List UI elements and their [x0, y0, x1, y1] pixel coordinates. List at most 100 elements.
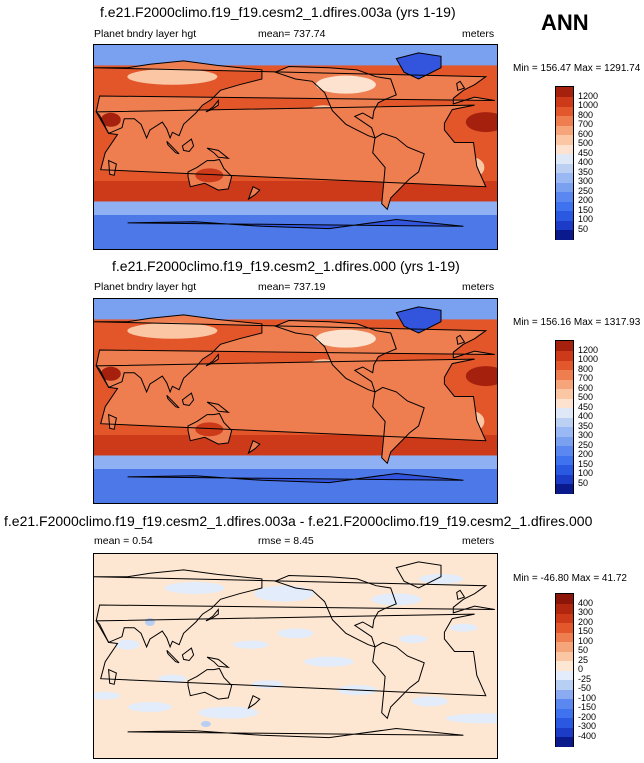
colorbar-tick-label: 100 — [578, 468, 594, 478]
colorbar-swatch — [556, 708, 573, 718]
colorbar-tick-label: 450 — [578, 401, 594, 412]
coastline-samerica — [372, 641, 425, 720]
coastline-newguinea — [206, 401, 230, 413]
colorbar-tick-label: -25 — [578, 673, 592, 684]
colorbar-swatch — [556, 679, 573, 690]
coastline-newguinea — [206, 147, 230, 159]
diff-negative-patch — [254, 585, 315, 602]
colorbar-swatch — [556, 144, 573, 154]
colorbar-swatch — [556, 134, 573, 145]
colorbar-tick-label: 200 — [578, 449, 594, 459]
diff-strong-negative-patch — [200, 721, 211, 727]
panel1-map — [93, 44, 498, 250]
coastline-newguinea — [206, 656, 230, 668]
panel3-heatmap — [94, 554, 497, 758]
coastline-africa — [95, 358, 487, 442]
diff-negative-patch — [251, 680, 284, 689]
colorbar-tick-label: 200 — [578, 616, 594, 627]
colorbar-swatch — [556, 417, 573, 427]
colorbar-swatch — [556, 474, 573, 484]
diff-negative-patch — [158, 674, 187, 683]
coastline-greenland — [395, 561, 442, 589]
colorbar-tick-label: -100 — [578, 692, 597, 703]
canada-low — [315, 75, 376, 94]
colorbar-swatch — [556, 172, 573, 183]
land-fill-newguinea — [207, 148, 229, 159]
colorbar-box — [555, 593, 574, 747]
diff-negative-patch — [94, 691, 121, 700]
colorbar-swatch — [556, 426, 573, 437]
diff-negative-patch — [449, 623, 478, 632]
colorbar-tick-label: -300 — [578, 721, 597, 731]
panel3-title: f.e21.F2000climo.f19_f19.cesm2_1.dfires.… — [4, 513, 593, 529]
colorbar-swatch — [556, 698, 573, 709]
colorbar-tick-label: 300 — [578, 176, 594, 186]
coastline-sumatra — [166, 140, 180, 155]
panel2-map — [93, 298, 498, 504]
land-fill-borneo — [182, 393, 194, 406]
colorbar-swatch — [556, 341, 573, 351]
panel3-minmax: Min = -46.80 Max = 41.72 — [513, 573, 627, 584]
colorbar-tick-label: 250 — [578, 185, 594, 196]
colorbar-tick-label: 100 — [578, 214, 594, 224]
colorbar-swatch — [556, 360, 573, 370]
coastline-borneo — [181, 138, 195, 153]
panel1-minmax: Min = 156.47 Max = 1291.74 — [513, 63, 641, 74]
coastline-greenland — [395, 52, 442, 80]
colorbar-tick-label: 600 — [578, 128, 594, 139]
coastline-africa — [95, 613, 487, 697]
diff-negative-patch — [232, 640, 269, 649]
colorbar-swatch — [556, 388, 573, 399]
siberia-low — [127, 322, 218, 339]
colorbar-tick-label: 800 — [578, 363, 594, 374]
land-fill-samerica — [372, 133, 425, 210]
colorbar-tick-label: 300 — [578, 607, 594, 617]
colorbar-swatch — [556, 641, 573, 652]
diff-negative-patch — [399, 635, 428, 643]
colorbar-swatch — [556, 125, 573, 135]
arabia-high — [100, 366, 121, 381]
colorbar-swatch — [556, 445, 573, 456]
colorbar-tick-label: 400 — [578, 597, 594, 608]
colorbar-tick-label: 25 — [578, 654, 589, 665]
coastlines — [94, 306, 495, 484]
australia-high — [195, 168, 224, 183]
colorbar-tick-label: 0 — [578, 664, 584, 674]
coastline-namerica — [273, 319, 397, 393]
colorbar-swatch — [556, 603, 573, 614]
diff-negative-patch — [419, 573, 464, 584]
land-fill-uk — [456, 335, 465, 345]
coastline-japan — [205, 353, 219, 367]
colorbar-swatch — [556, 651, 573, 661]
diff-negative-patch — [115, 639, 140, 650]
panel1-mean-label: mean= 737.74 — [258, 28, 326, 40]
colorbar-swatch — [556, 727, 573, 737]
colorbar-swatch — [556, 115, 573, 126]
colorbar-swatch — [556, 594, 573, 604]
colorbar-swatch — [556, 210, 573, 221]
colorbar-tick-label: 350 — [578, 420, 594, 431]
colorbar-tick-label: 100 — [578, 635, 594, 646]
colorbar-tick-label: 300 — [578, 430, 594, 440]
colorbar-swatch — [556, 220, 573, 230]
coastline-sumatra — [166, 649, 180, 664]
colorbar-swatch — [556, 407, 573, 418]
land-fill-eurasia — [94, 60, 495, 138]
colorbar-tick-label: 600 — [578, 382, 594, 393]
diff-negative-patch — [445, 713, 497, 724]
coastlines — [94, 561, 495, 739]
polar-band-north — [94, 299, 497, 320]
colorbar-swatch — [556, 455, 573, 465]
colorbar-swatch — [556, 464, 573, 475]
panel2-heatmap — [94, 299, 497, 503]
colorbar-tick-label: 1000 — [578, 354, 599, 364]
colorbar-tick-label: 50 — [578, 477, 589, 488]
coastline-borneo — [181, 392, 195, 407]
land-fill-samerica — [372, 387, 425, 464]
panel1-heatmap — [94, 45, 497, 249]
colorbar-tick-label: 50 — [578, 645, 589, 655]
colorbar-box — [555, 340, 574, 494]
panel3-units-label: meters — [462, 535, 495, 547]
colorbar-swatch — [556, 369, 573, 380]
coastline-antarctica — [127, 218, 464, 230]
